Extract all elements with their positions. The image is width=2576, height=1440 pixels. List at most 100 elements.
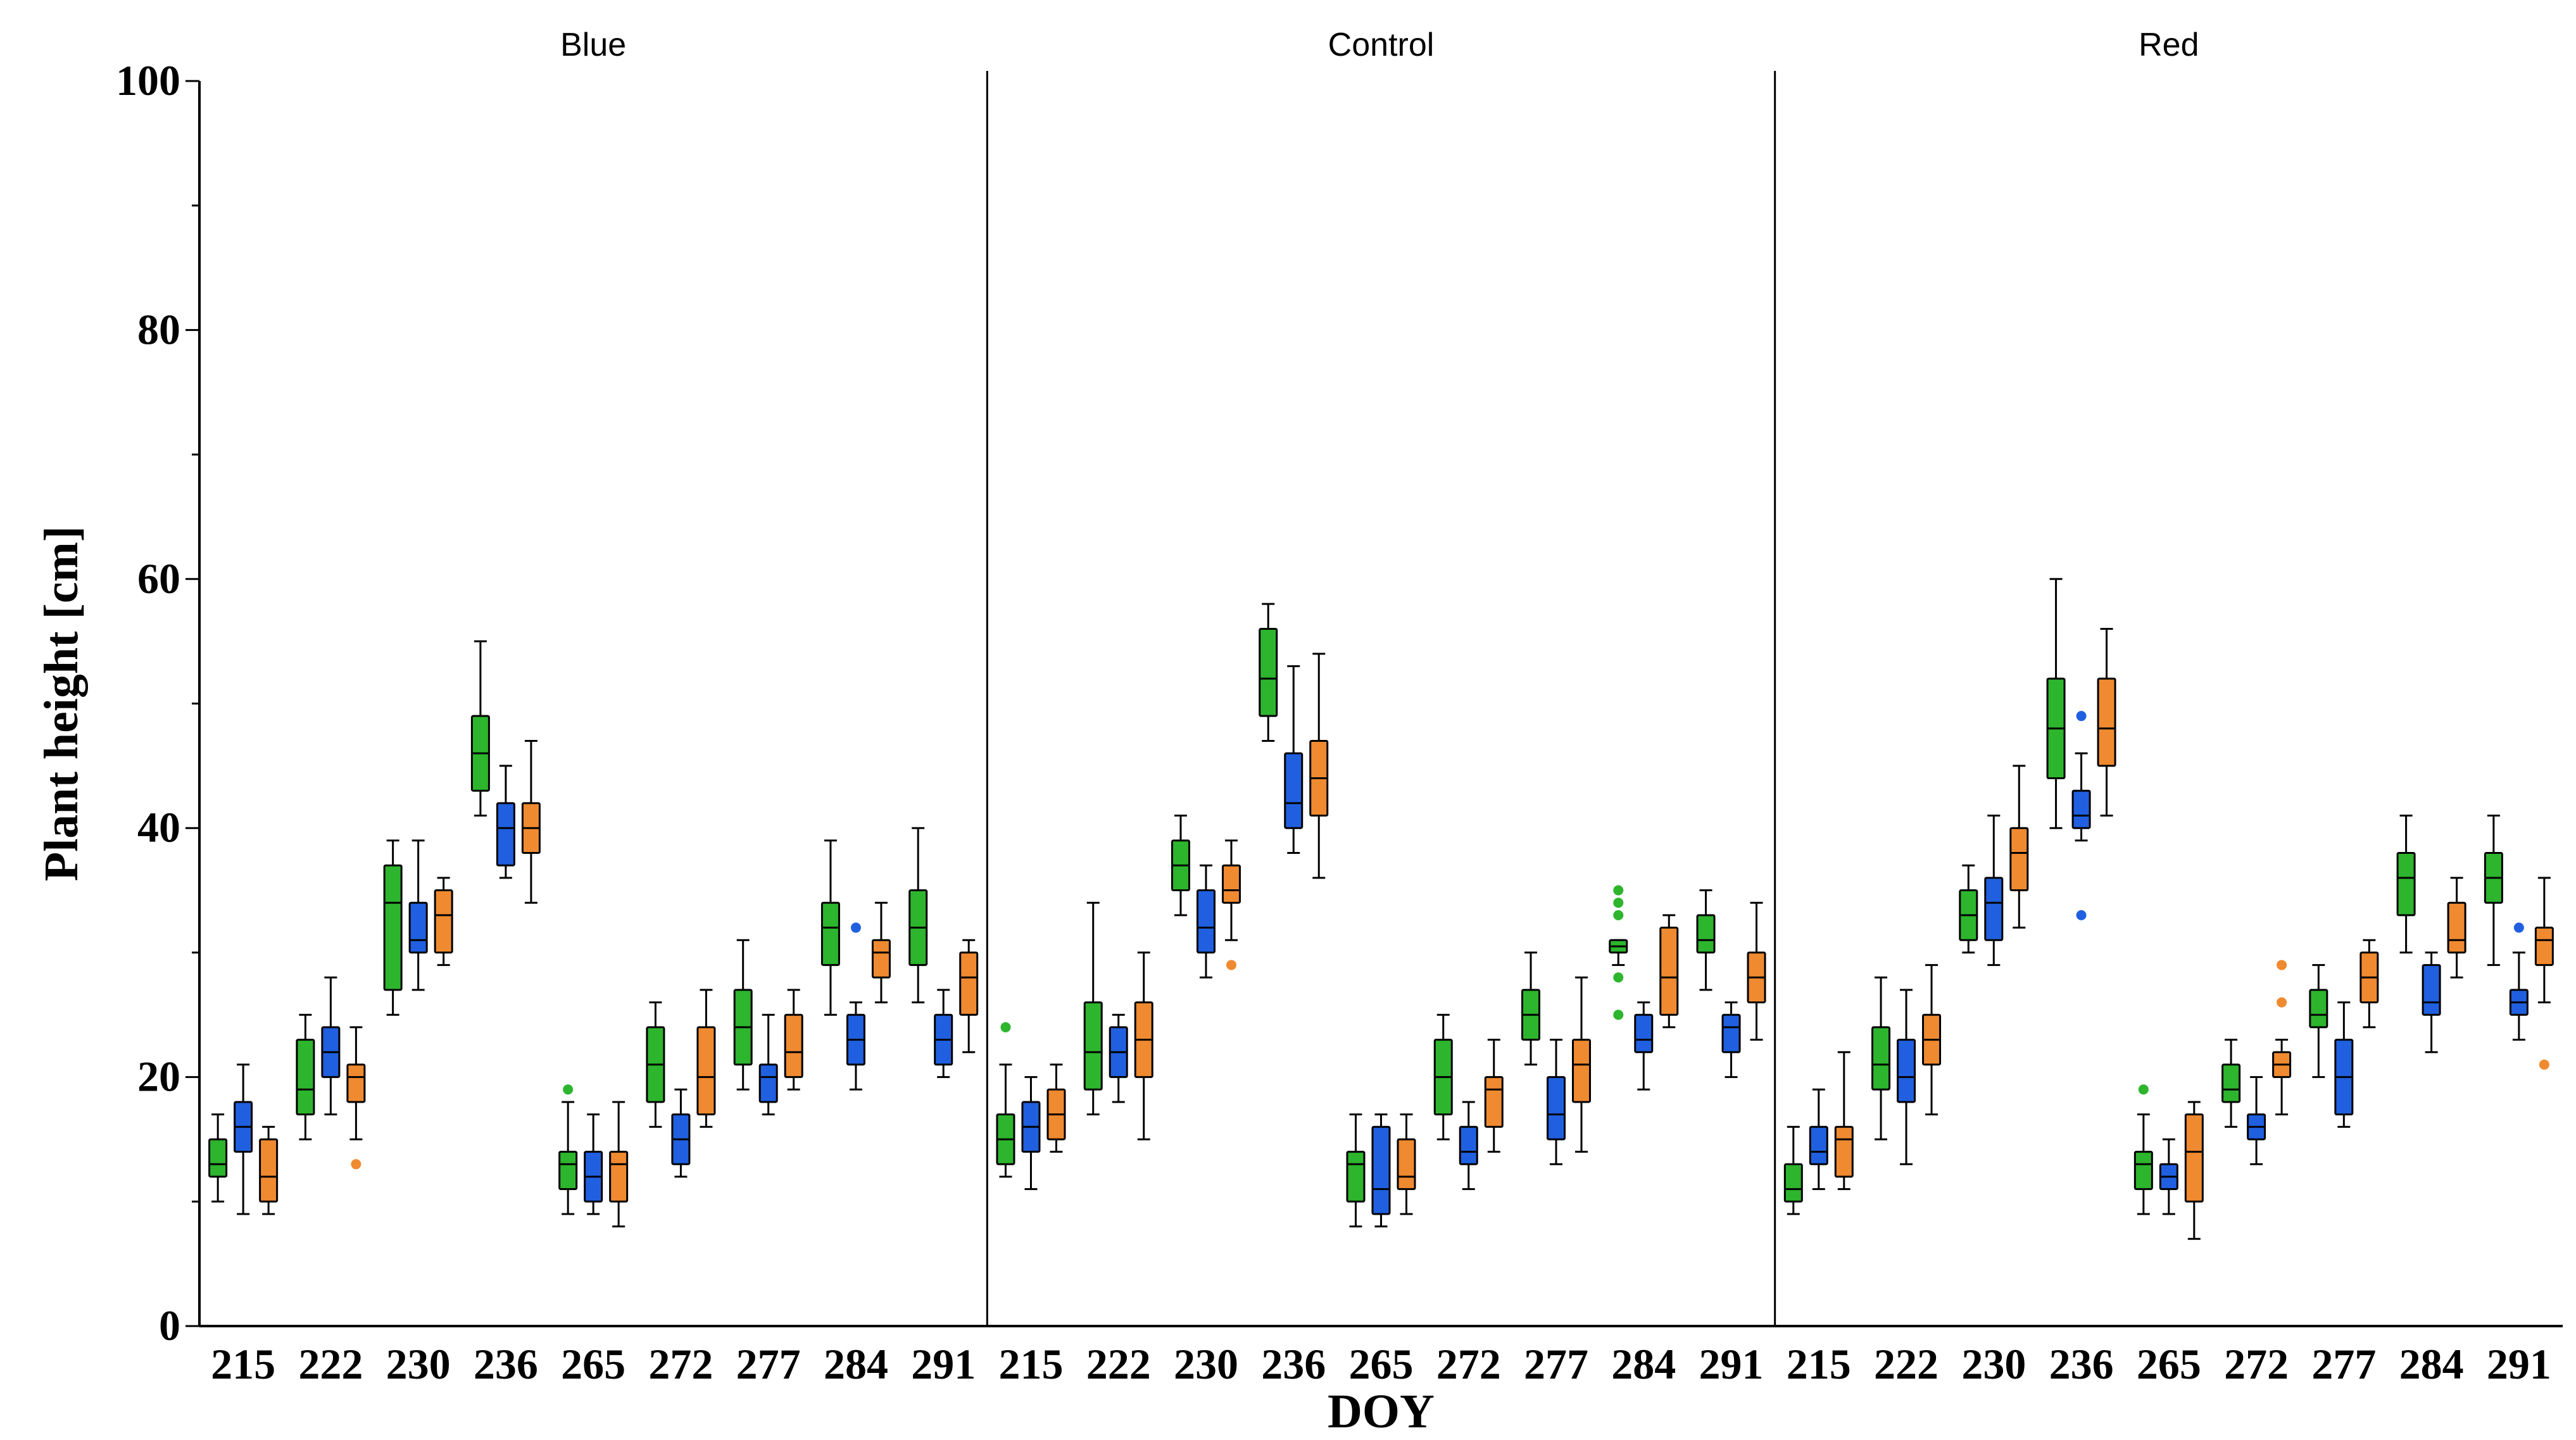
outlier-point [563, 1084, 574, 1095]
x-tick-label: 236 [2049, 1340, 2114, 1388]
x-tick-label: 236 [1261, 1340, 1326, 1388]
box [2534, 927, 2554, 967]
y-axis-title: Plant height [cm] [35, 526, 88, 881]
box [2422, 964, 2441, 1016]
x-tick-label: 222 [1874, 1340, 1938, 1388]
box [2184, 1113, 2204, 1203]
box [496, 802, 515, 867]
x-tick-label: 215 [998, 1340, 1063, 1388]
box [208, 1138, 228, 1178]
x-axis-title: DOY [1328, 1385, 1435, 1438]
box [558, 1151, 578, 1191]
x-tick-label: 284 [1611, 1340, 1676, 1388]
outlier-point [2076, 910, 2087, 920]
box [609, 1151, 629, 1203]
box [1284, 752, 1304, 829]
box [959, 951, 979, 1016]
box [820, 901, 840, 967]
y-tick-label: 20 [137, 1053, 180, 1101]
box [696, 1026, 716, 1116]
outlier-point [2277, 960, 2287, 970]
outlier-point [1226, 960, 1236, 970]
box [1834, 1125, 1854, 1178]
box [1721, 1013, 1741, 1053]
box [2447, 901, 2466, 954]
box [434, 889, 453, 954]
outlier-point [1613, 885, 1624, 896]
box [784, 1013, 803, 1079]
x-tick-label: 236 [474, 1340, 538, 1388]
box [1783, 1163, 1803, 1203]
box [2071, 789, 2091, 829]
outlier-point [850, 922, 861, 933]
x-tick-label: 272 [2224, 1340, 2289, 1388]
box [1984, 877, 2004, 941]
x-tick-label: 291 [1699, 1340, 1764, 1388]
box [1459, 1125, 1478, 1165]
x-tick-label: 215 [1787, 1340, 1851, 1388]
x-tick-label: 265 [1349, 1340, 1414, 1388]
box [1696, 914, 1716, 954]
box [383, 864, 403, 991]
outlier-point [2513, 922, 2524, 933]
x-tick-label: 284 [824, 1340, 888, 1388]
outlier-point [1613, 1010, 1624, 1020]
outlier-point [1613, 972, 1624, 983]
box [346, 1063, 366, 1103]
box [1196, 889, 1216, 954]
box [1659, 927, 1679, 1016]
x-tick-label: 277 [736, 1340, 801, 1388]
box [2396, 852, 2416, 917]
box [259, 1138, 279, 1203]
box [2133, 1151, 2153, 1191]
x-tick-label: 230 [1174, 1340, 1238, 1388]
box [1371, 1125, 1391, 1215]
x-tick-label: 222 [1086, 1340, 1151, 1388]
x-tick-label: 272 [648, 1340, 713, 1388]
x-tick-label: 277 [2311, 1340, 2376, 1388]
box [1572, 1039, 1592, 1103]
box [2221, 1063, 2241, 1103]
outlier-point [2539, 1059, 2549, 1070]
box [1221, 864, 1241, 904]
outlier-point [1000, 1022, 1011, 1032]
x-tick-label: 215 [211, 1340, 275, 1388]
box [1871, 1026, 1891, 1091]
box [871, 939, 891, 979]
x-tick-label: 265 [2137, 1340, 2201, 1388]
box [2009, 827, 2029, 892]
y-tick-label: 100 [116, 56, 180, 104]
x-tick-label: 230 [1961, 1340, 2026, 1388]
box [1634, 1013, 1654, 1053]
x-tick-label: 284 [2399, 1340, 2464, 1388]
outlier-point [1613, 910, 1624, 920]
y-tick-label: 40 [137, 803, 180, 851]
y-tick-label: 0 [159, 1301, 180, 1349]
y-tick-label: 60 [137, 554, 180, 603]
box [1346, 1151, 1366, 1203]
box [1083, 1001, 1103, 1091]
box [1259, 627, 1278, 717]
x-tick-label: 222 [298, 1340, 363, 1388]
box [1484, 1076, 1504, 1128]
x-tick-label: 265 [561, 1340, 625, 1388]
box [296, 1039, 315, 1116]
box [2309, 989, 2328, 1029]
x-tick-label: 272 [1436, 1340, 1501, 1388]
y-tick-label: 80 [137, 305, 180, 353]
box [2097, 677, 2116, 767]
x-tick-label: 230 [386, 1340, 451, 1388]
outlier-point [2277, 997, 2287, 1008]
box [408, 901, 428, 954]
panel-title-control: Control [1328, 27, 1435, 63]
x-tick-label: 277 [1524, 1340, 1588, 1388]
outlier-point [2138, 1084, 2149, 1095]
box [1397, 1138, 1416, 1191]
x-tick-label: 291 [911, 1340, 976, 1388]
panel-title-red: Red [2139, 27, 2199, 63]
x-tick-label: 291 [2487, 1340, 2551, 1388]
outlier-point [2076, 711, 2087, 722]
outlier-point [1613, 898, 1624, 908]
